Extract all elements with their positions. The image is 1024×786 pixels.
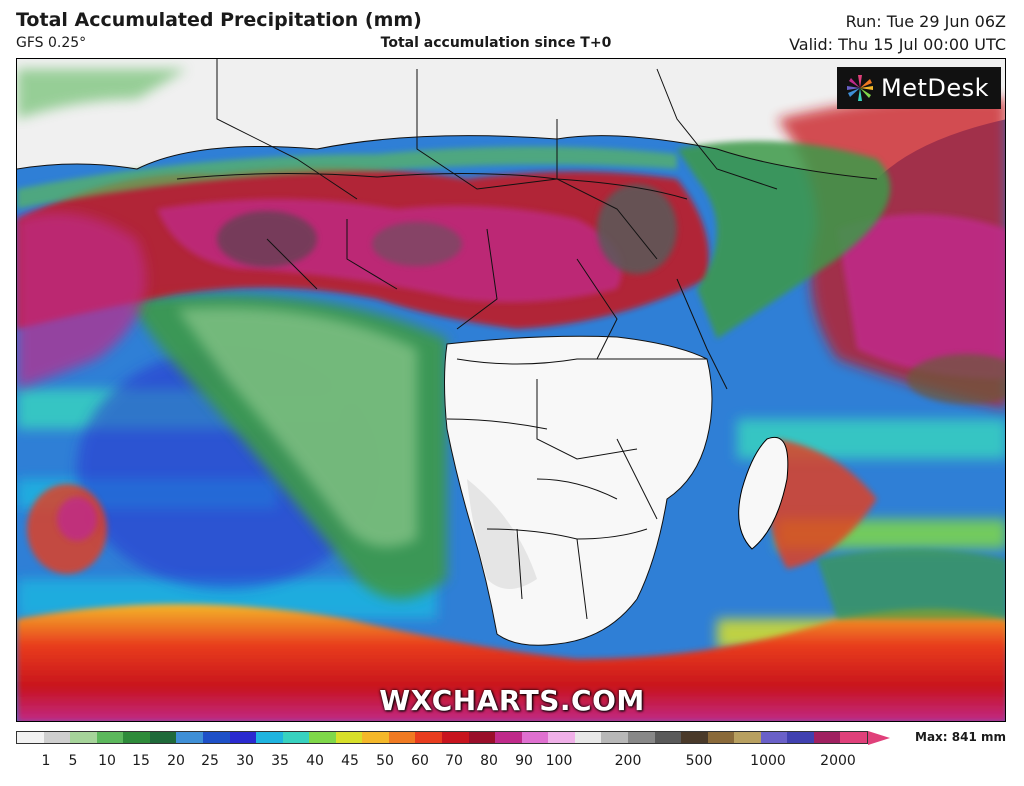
color-scale-tick-label: 200: [614, 753, 642, 769]
color-scale-tick-label: 10: [98, 753, 116, 769]
color-scale-segment: [43, 732, 71, 743]
color-scale-segment: [149, 732, 177, 743]
color-scale-segment: [574, 732, 602, 743]
color-scale-segment: [468, 732, 496, 743]
country-borders: [17, 59, 878, 646]
color-scale-segment: [415, 732, 442, 743]
color-scale-tick-label: 90: [515, 753, 533, 769]
color-scale-segment: [335, 732, 363, 743]
color-scale-segment: [707, 732, 735, 743]
color-scale-segment: [734, 732, 761, 743]
color-scale-segment: [123, 732, 150, 743]
color-scale-arrow: [868, 731, 890, 745]
color-scale-ticks: 1 5 10 15 20 25 30 35 40 45 50 60 70 80 90 100 200 500 100…: [16, 753, 876, 773]
color-scale-tick-label: 40: [306, 753, 324, 769]
color-scale-tick-label: 25: [201, 753, 219, 769]
color-scale-segment: [521, 732, 549, 743]
color-scale-segment: [654, 732, 682, 743]
color-scale-tick-label: 80: [480, 753, 498, 769]
color-scale-segment: [813, 732, 841, 743]
color-scale-segment: [17, 732, 44, 743]
color-scale-segment: [601, 732, 628, 743]
chart-title: Total Accumulated Precipitation (mm): [16, 9, 422, 31]
madagascar: [738, 437, 789, 550]
color-scale-segment: [70, 732, 97, 743]
color-scale-tick-label: 100: [545, 753, 573, 769]
color-scale-tick-label: 1000: [750, 753, 786, 769]
precipitation-map: MetDesk WXCHARTS.COM: [16, 58, 1006, 722]
color-scale-segment: [388, 732, 416, 743]
color-scale-tick-label: 20: [167, 753, 185, 769]
color-scale-tick-label: 2000: [820, 753, 856, 769]
metdesk-logo-text: MetDesk: [881, 74, 990, 102]
color-scale-tick-label: 500: [685, 753, 713, 769]
color-scale-segment: [681, 732, 708, 743]
color-scale-segment: [760, 732, 788, 743]
southern-storm-band: [17, 604, 1005, 721]
model-label: GFS 0.25°: [16, 35, 87, 51]
color-scale-tick-label: 70: [445, 753, 463, 769]
color-scale-segment: [787, 732, 814, 743]
color-scale-tick-label: 1: [41, 753, 51, 769]
chart-subtitle: Total accumulation since T+0: [380, 35, 612, 51]
color-scale-tick-label: 15: [132, 753, 150, 769]
color-scale-tick-label: 45: [341, 753, 359, 769]
valid-time: Valid: Thu 15 Jul 00:00 UTC: [789, 35, 1006, 54]
color-scale-segment: [840, 732, 867, 743]
max-value-label: Max: 841 mm: [915, 730, 1006, 744]
color-scale-tick-label: 30: [236, 753, 254, 769]
run-time: Run: Tue 29 Jun 06Z: [845, 12, 1006, 31]
metdesk-flower-icon: [847, 75, 873, 101]
color-scale: [16, 731, 890, 747]
color-scale-segment: [627, 732, 655, 743]
color-scale-segment: [256, 732, 283, 743]
color-scale-segment: [176, 732, 203, 743]
wxcharts-watermark: WXCHARTS.COM: [379, 684, 645, 717]
color-scale-tick-label: 60: [411, 753, 429, 769]
color-scale-segment: [202, 732, 230, 743]
color-scale-tick-label: 5: [68, 753, 78, 769]
map-canvas: [17, 59, 1005, 721]
metdesk-logo: MetDesk: [837, 67, 1001, 109]
color-scale-segment: [362, 732, 389, 743]
color-scale-segment: [229, 732, 257, 743]
color-scale-tick-label: 50: [376, 753, 394, 769]
color-scale-segment: [282, 732, 310, 743]
color-scale-segment: [96, 732, 124, 743]
color-scale-tick-label: 35: [271, 753, 289, 769]
color-scale-segment: [309, 732, 336, 743]
color-scale-segment: [548, 732, 575, 743]
color-scale-segment: [442, 732, 469, 743]
color-scale-segment: [495, 732, 522, 743]
color-scale-bar: [16, 731, 868, 744]
